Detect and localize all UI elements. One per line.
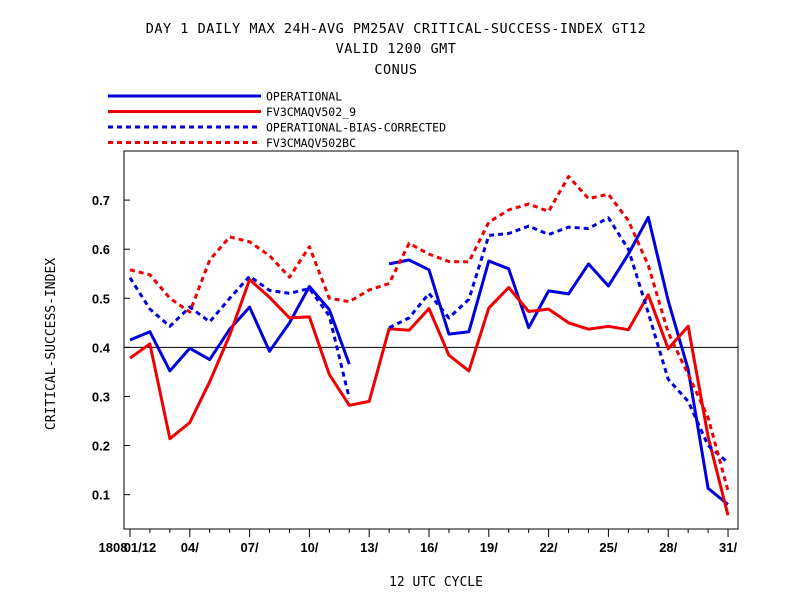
x-start-label: 1808 xyxy=(99,540,128,555)
legend-label-3: FV3CMAQV502BC xyxy=(266,136,356,150)
y-tick-label: 0.5 xyxy=(92,291,110,306)
chart-title: DAY 1 DAILY MAX 24H-AVG PM25AV CRITICAL-… xyxy=(145,21,647,37)
x-axis-label: 12 UTC CYCLE xyxy=(389,575,483,590)
y-tick-label: 0.6 xyxy=(92,242,110,257)
x-tick-label: 31/ xyxy=(719,540,737,555)
chart-subtitle-valid: VALID 1200 GMT xyxy=(335,41,457,57)
series-group xyxy=(128,175,730,516)
x-tick-label: 07/ xyxy=(241,540,259,555)
series-line-0 xyxy=(129,215,729,506)
y-tick-label: 0.4 xyxy=(92,340,111,355)
legend-label-0: OPERATIONAL xyxy=(266,90,342,104)
plot-frame xyxy=(123,150,739,530)
y-tick-label: 0.2 xyxy=(92,439,110,454)
chart-subtitle-region: CONUS xyxy=(374,62,418,78)
x-tick-label: 16/ xyxy=(420,540,438,555)
x-tick-label: 25/ xyxy=(599,540,617,555)
x-tick-label: 28/ xyxy=(659,540,677,555)
x-tick-label: 19/ xyxy=(480,540,498,555)
x-tick-label: 01/12 xyxy=(124,540,157,555)
x-tick-label: 10/ xyxy=(300,540,318,555)
x-tick-label: 22/ xyxy=(540,540,558,555)
series-line-2 xyxy=(128,216,729,464)
legend-label-2: OPERATIONAL-BIAS-CORRECTED xyxy=(266,121,446,135)
x-tick-label: 04/ xyxy=(181,540,199,555)
y-tick-label: 0.7 xyxy=(92,193,110,208)
legend-label-1: FV3CMAQV502_9 xyxy=(266,105,356,119)
series-line-3 xyxy=(129,175,730,492)
y-tick-label: 0.1 xyxy=(92,488,110,503)
series-line-1 xyxy=(129,278,730,516)
y-axis-label: CRITICAL-SUCCESS-INDEX xyxy=(44,258,59,430)
y-tick-label: 0.3 xyxy=(92,389,110,404)
x-axis: 01/12 04/07/10/13/16/19/22/25/28/31/1808 xyxy=(99,529,737,555)
x-tick-label: 13/ xyxy=(360,540,378,555)
y-axis: 0.1 0.2 0.3 0.4 0.5 0.6 0.7 xyxy=(92,193,130,503)
